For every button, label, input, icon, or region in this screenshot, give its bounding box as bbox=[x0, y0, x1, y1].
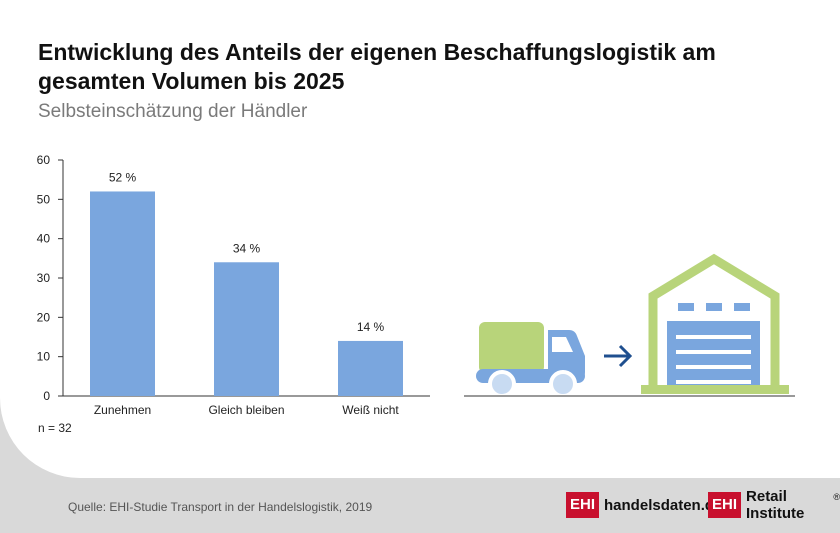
y-tick-label: 30 bbox=[37, 271, 51, 285]
chart-subtitle: Selbsteinschätzung der Händler bbox=[38, 101, 308, 122]
bar-value-label: 52 % bbox=[109, 170, 137, 184]
bar-value-label: 34 % bbox=[233, 241, 261, 255]
bar-value-label: 14 % bbox=[357, 320, 385, 334]
ehi-retail-institute-logo[interactable]: EHI Retail Institute ® bbox=[708, 488, 840, 522]
data-labels: 52 % 34 % 14 % bbox=[109, 170, 385, 333]
warehouse-icon bbox=[641, 253, 789, 394]
delivery-truck-icon bbox=[476, 322, 585, 398]
bar bbox=[338, 340, 403, 396]
arrow-right-icon bbox=[604, 344, 633, 368]
ehi-logo-box: EHI bbox=[566, 492, 600, 518]
x-tick-label: Zunehmen bbox=[94, 403, 151, 417]
bar-chart: 0 10 20 30 40 50 60 Zunehmen Gleich bleiben Weiß… bbox=[37, 153, 795, 417]
bar bbox=[90, 191, 155, 396]
y-tick-label: 50 bbox=[37, 192, 51, 206]
handelsdaten-logo-text: handelsdaten.de bbox=[604, 496, 723, 514]
ehi-logo-box: EHI bbox=[708, 492, 742, 518]
y-tick-label: 60 bbox=[37, 153, 51, 167]
source-note: Quelle: EHI-Studie Transport in der Hand… bbox=[68, 500, 373, 514]
handelsdaten-logo[interactable]: EHI handelsdaten.de bbox=[566, 492, 722, 518]
y-tick-label: 0 bbox=[43, 389, 50, 403]
x-tick-label: Weiß nicht bbox=[342, 403, 399, 417]
registered-mark: ® bbox=[833, 492, 840, 502]
x-axis-labels: Zunehmen Gleich bleiben Weiß nicht bbox=[94, 403, 400, 417]
retail-institute-logo-text: Retail Institute bbox=[746, 488, 805, 522]
y-tick-label: 20 bbox=[37, 310, 51, 324]
chart-title: Entwicklung des Anteils der eigenen Besc… bbox=[38, 39, 716, 94]
sample-size-note: n = 32 bbox=[38, 421, 72, 435]
y-tick-label: 40 bbox=[37, 232, 51, 246]
x-tick-label: Gleich bleiben bbox=[208, 403, 284, 417]
y-tick-label: 10 bbox=[37, 350, 51, 364]
bar-series bbox=[90, 191, 403, 396]
bar bbox=[214, 262, 279, 396]
y-axis-ticks: 0 10 20 30 40 50 60 bbox=[37, 153, 63, 403]
